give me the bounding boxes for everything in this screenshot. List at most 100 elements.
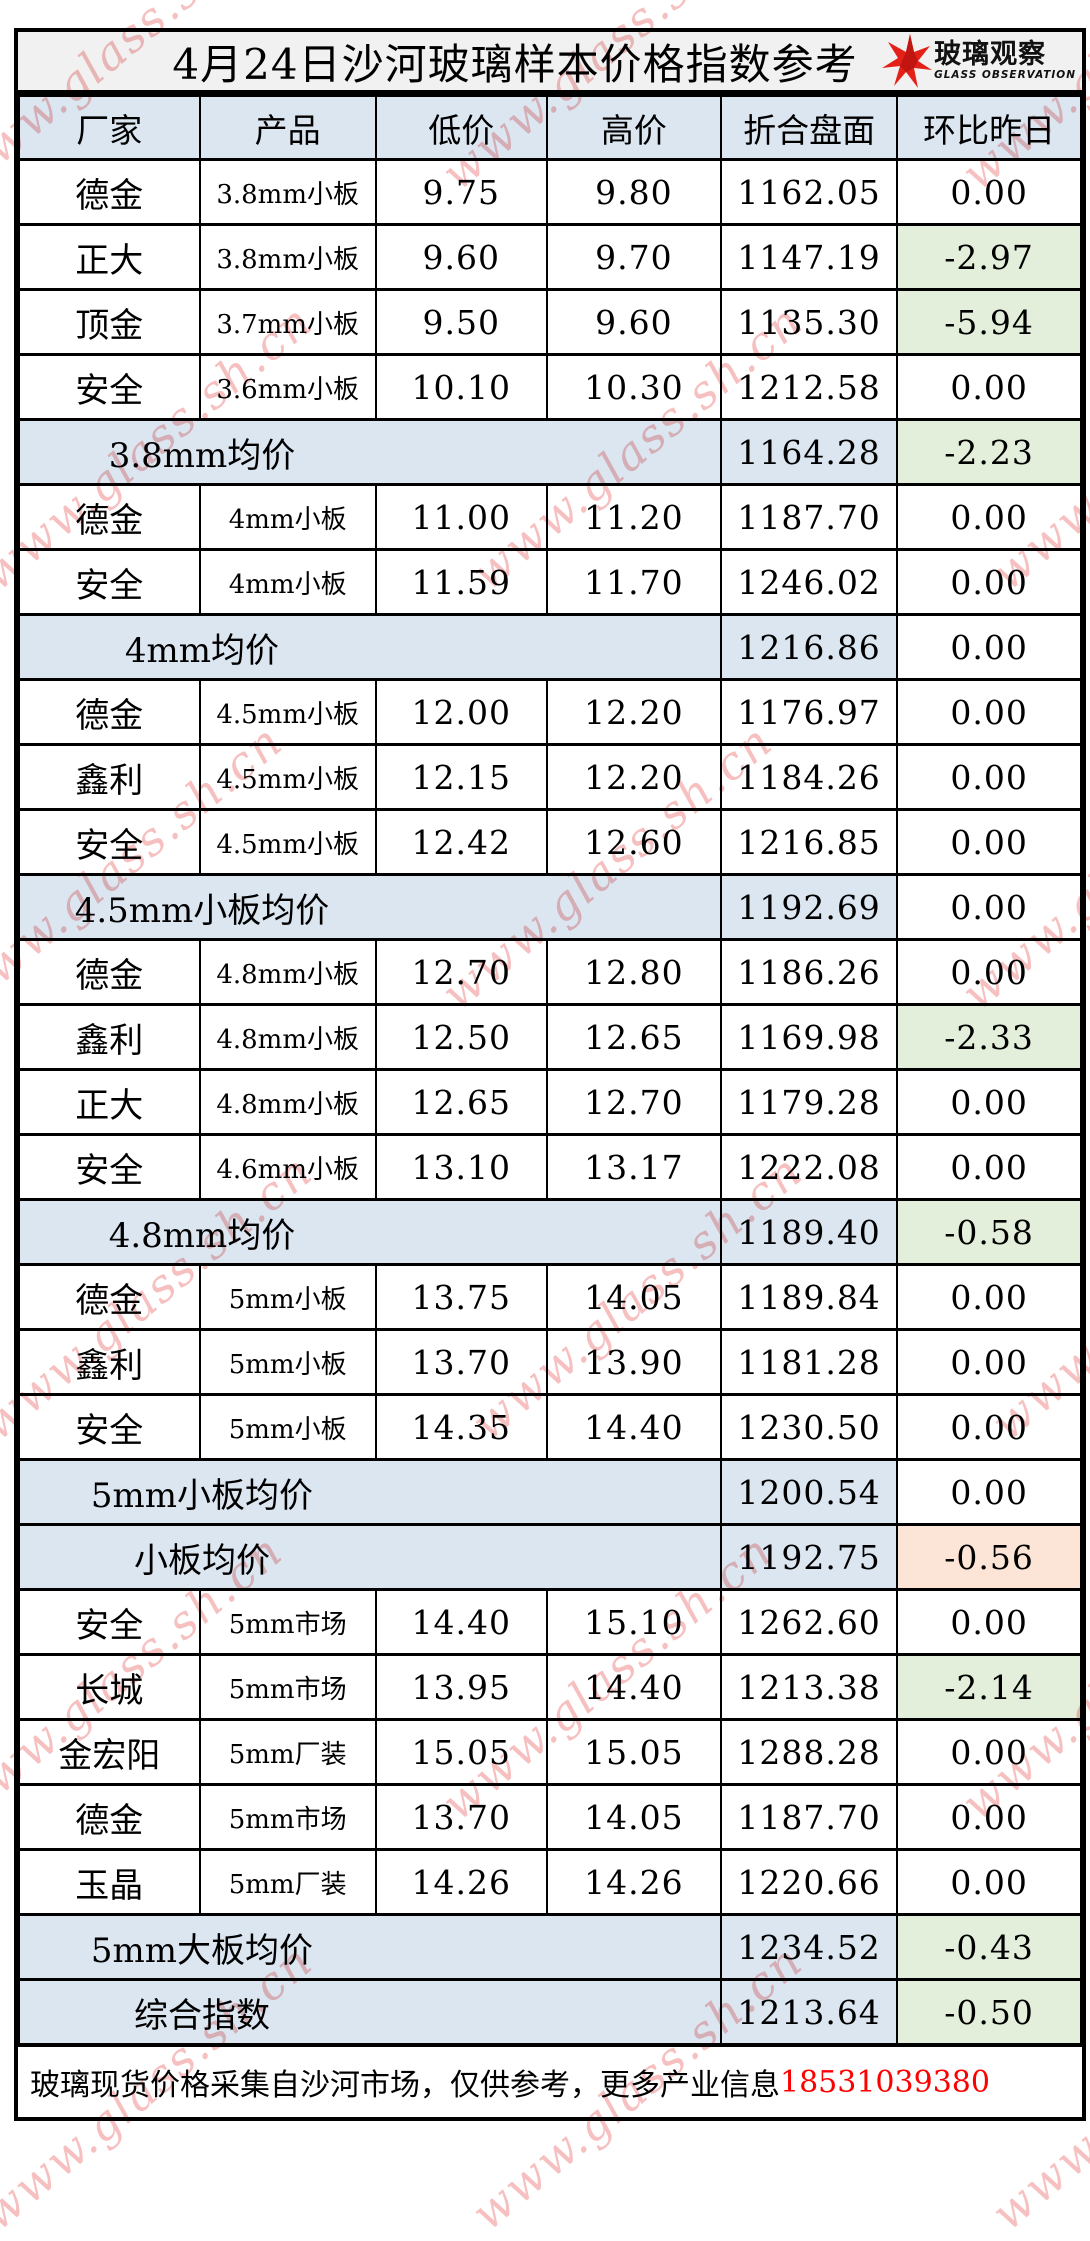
high-price-cell: 14.05 [545,1263,722,1331]
summary-change-cell: -0.56 [896,1523,1082,1591]
high-price-cell: 13.90 [545,1328,722,1396]
table-row: 正大 3.8mm小板 9.60 9.70 1147.19 -2.97 [18,223,1082,291]
change-cell: 0.00 [896,353,1082,421]
low-price-cell: 9.60 [374,223,548,291]
table-row: 鑫利 5mm小板 13.70 13.90 1181.28 0.00 [18,1328,1082,1396]
factory-cell: 德金 [18,678,201,746]
product-cell: 3.7mm小板 [198,288,377,356]
index-cell: 1220.66 [719,1848,899,1916]
price-index-sheet: 4月24日沙河玻璃样本价格指数参考 玻璃观察 GLASS OBSERVATION [14,28,1086,2121]
price-table: 厂家 产品 低价 高价 折合盘面 环比昨日 德金 3.8mm小板 9.75 9.80 1… [18,94,1082,2046]
index-cell: 1212.58 [719,353,899,421]
summary-row: 4.5mm小板均价 1192.69 0.00 [18,873,1082,941]
product-cell: 3.6mm小板 [198,353,377,421]
change-cell: 0.00 [896,678,1082,746]
low-price-cell: 15.05 [374,1718,548,1786]
change-cell: -2.97 [896,223,1082,291]
low-price-cell: 12.65 [374,1068,548,1136]
low-price-cell: 14.26 [374,1848,548,1916]
factory-cell: 安全 [18,808,201,876]
product-cell: 3.8mm小板 [198,223,377,291]
factory-cell: 安全 [18,1393,201,1461]
page-title: 4月24日沙河玻璃样本价格指数参考 [172,39,858,89]
summary-label-cell: 4.5mm小板均价 [18,873,722,941]
factory-cell: 顶金 [18,288,201,356]
product-cell: 3.8mm小板 [198,158,377,226]
logo-text: 玻璃观察 GLASS OBSERVATION [934,41,1076,81]
product-cell: 4.6mm小板 [198,1133,377,1201]
low-price-cell: 12.42 [374,808,548,876]
summary-label: 5mm大板均价 [90,1930,314,1971]
index-cell: 1176.97 [719,678,899,746]
low-price-cell: 12.00 [374,678,548,746]
summary-label: 4mm均价 [124,630,280,671]
high-price-cell: 9.70 [545,223,722,291]
index-cell: 1262.60 [719,1588,899,1656]
footer-note: 玻璃现货价格采集自沙河市场，仅供参考，更多产业信息 [30,2068,780,2103]
low-price-cell: 10.10 [374,353,548,421]
low-price-cell: 13.10 [374,1133,548,1201]
high-price-cell: 15.10 [545,1588,722,1656]
change-cell: 0.00 [896,548,1082,616]
factory-cell: 德金 [18,938,201,1006]
summary-label: 3.8mm均价 [108,435,296,476]
low-price-cell: 12.50 [374,1003,548,1071]
high-price-cell: 14.40 [545,1653,722,1721]
high-price-cell: 9.80 [545,158,722,226]
summary-index-cell: 1164.28 [719,418,899,486]
change-cell: -5.94 [896,288,1082,356]
summary-change-cell: -0.58 [896,1198,1082,1266]
summary-row: 5mm小板均价 1200.54 0.00 [18,1458,1082,1526]
high-price-cell: 12.65 [545,1003,722,1071]
factory-cell: 安全 [18,548,201,616]
high-price-cell: 11.70 [545,548,722,616]
low-price-cell: 14.35 [374,1393,548,1461]
index-cell: 1230.50 [719,1393,899,1461]
table-row: 德金 5mm小板 13.75 14.05 1189.84 0.00 [18,1263,1082,1331]
table-row: 德金 3.8mm小板 9.75 9.80 1162.05 0.00 [18,158,1082,226]
footer-note-row: 玻璃现货价格采集自沙河市场，仅供参考，更多产业信息 18531039380 [18,2046,1082,2117]
table-row: 正大 4.8mm小板 12.65 12.70 1179.28 0.00 [18,1068,1082,1136]
product-cell: 5mm厂装 [198,1718,377,1786]
column-header-index: 折合盘面 [719,94,899,161]
change-cell: 0.00 [896,1783,1082,1851]
red-star-icon [882,34,933,88]
change-cell: -2.33 [896,1003,1082,1071]
index-cell: 1187.70 [719,483,899,551]
summary-index-cell: 1213.64 [719,1978,899,2046]
low-price-cell: 12.70 [374,938,548,1006]
column-header-factory: 厂家 [18,94,201,161]
high-price-cell: 14.40 [545,1393,722,1461]
table-row: 安全 4mm小板 11.59 11.70 1246.02 0.00 [18,548,1082,616]
factory-cell: 正大 [18,223,201,291]
change-cell: 0.00 [896,808,1082,876]
low-price-cell: 13.95 [374,1653,548,1721]
high-price-cell: 14.26 [545,1848,722,1916]
product-cell: 5mm厂装 [198,1848,377,1916]
low-price-cell: 11.59 [374,548,548,616]
high-price-cell: 15.05 [545,1718,722,1786]
summary-change-cell: 0.00 [896,873,1082,941]
logo-brand-cn: 玻璃观察 [934,39,1047,71]
low-price-cell: 14.40 [374,1588,548,1656]
change-cell: 0.00 [896,1263,1082,1331]
table-row: 金宏阳 5mm厂装 15.05 15.05 1288.28 0.00 [18,1718,1082,1786]
summary-change-cell: 0.00 [896,613,1082,681]
summary-label-cell: 小板均价 [18,1523,722,1591]
change-cell: 0.00 [896,1588,1082,1656]
summary-index-cell: 1234.52 [719,1913,899,1981]
summary-index-cell: 1192.75 [719,1523,899,1591]
product-cell: 4.5mm小板 [198,678,377,746]
table-row: 安全 4.6mm小板 13.10 13.17 1222.08 0.00 [18,1133,1082,1201]
summary-label: 4.5mm小板均价 [74,890,330,931]
change-cell: 0.00 [896,1848,1082,1916]
change-cell: 0.00 [896,1328,1082,1396]
index-cell: 1187.70 [719,1783,899,1851]
change-cell: -2.14 [896,1653,1082,1721]
title-bar: 4月24日沙河玻璃样本价格指数参考 玻璃观察 GLASS OBSERVATION [18,32,1082,94]
product-cell: 4.8mm小板 [198,938,377,1006]
table-row: 鑫利 4.8mm小板 12.50 12.65 1169.98 -2.33 [18,1003,1082,1071]
column-header-high: 高价 [545,94,722,161]
index-cell: 1213.38 [719,1653,899,1721]
